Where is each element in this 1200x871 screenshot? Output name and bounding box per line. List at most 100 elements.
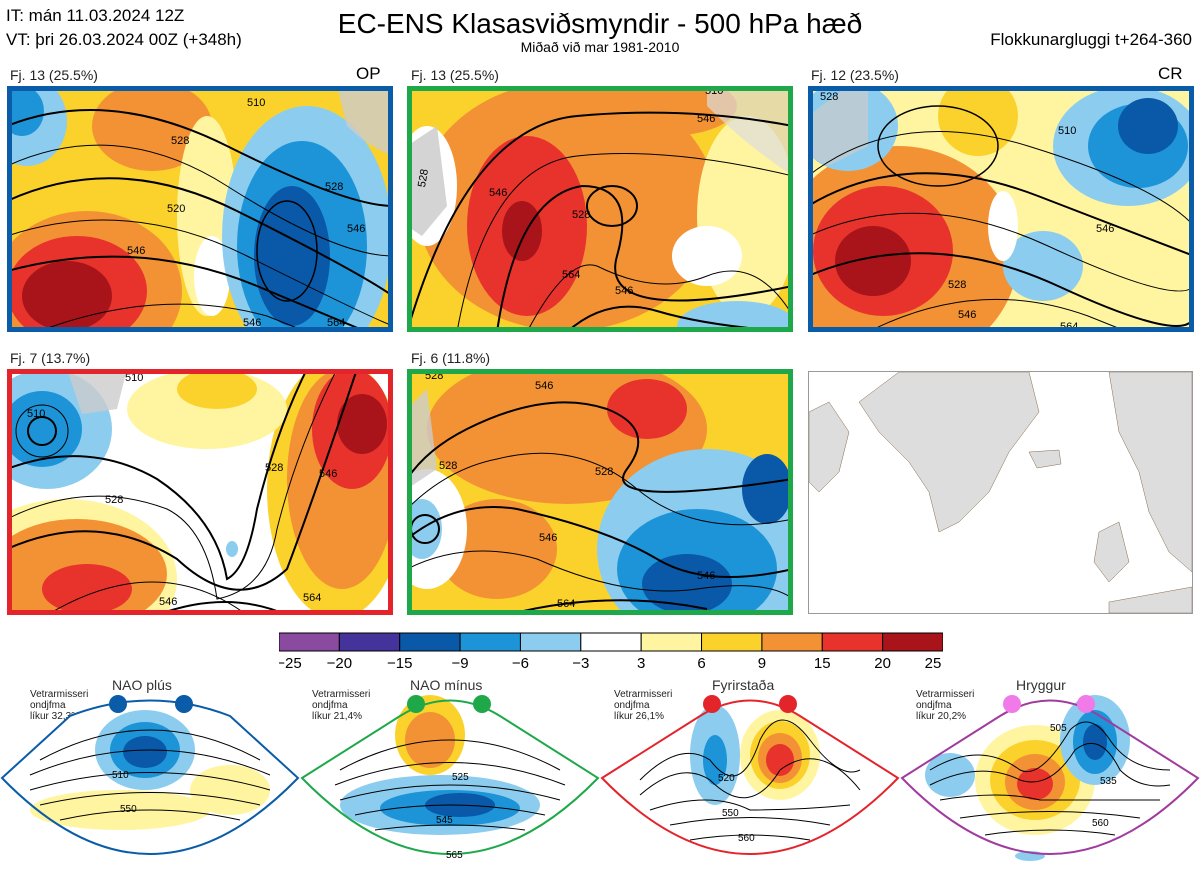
contour-label: 550	[722, 808, 739, 819]
colorbar-swatch	[338, 632, 401, 652]
contour-label: 546	[159, 596, 177, 608]
regime-ridge-title: Hryggur	[1016, 677, 1066, 693]
contour-label: 528	[572, 209, 590, 221]
colorbar-tick-label: 15	[814, 655, 831, 672]
cluster-5-label: Fj. 6 (11.8%)	[411, 350, 491, 366]
height-contour	[808, 212, 1194, 292]
britain-landmass	[1093, 521, 1130, 583]
cluster-frame	[407, 369, 793, 615]
height-contour	[689, 834, 811, 841]
contour-label: 510	[1058, 125, 1076, 137]
anomaly-positive	[405, 712, 455, 768]
anomaly-negative	[1118, 98, 1178, 154]
colorbar-swatch	[821, 632, 884, 652]
contour-label: 546	[489, 187, 507, 199]
colorbar-swatch	[701, 632, 763, 652]
greenland-landmass	[858, 372, 1040, 533]
scandinavia-landmass	[1108, 372, 1192, 573]
colorbar-tick-label: −3	[572, 655, 589, 672]
colorbar-tick-label: −25	[279, 655, 302, 672]
regime-nao-minus-line1: Vetrarmisseri	[312, 689, 371, 700]
contour-label: 528	[416, 168, 431, 188]
height-contour	[59, 809, 241, 821]
regime-nao-plus-line2: ondjfma	[30, 700, 66, 711]
height-contour	[407, 550, 793, 600]
cluster-3-label: Fj. 12 (23.5%)	[811, 67, 899, 83]
contour-label: 546	[127, 245, 145, 257]
regime-sector-outline	[600, 699, 900, 855]
anomaly-negative	[123, 736, 167, 768]
colorbar-swatch	[519, 632, 582, 652]
height-contour	[929, 742, 1171, 787]
cluster-1-label: Fj. 13 (25.5%)	[10, 67, 98, 83]
regime-marker-dot	[109, 695, 127, 713]
cluster-5-map: 528 546 528 528 546 546 564	[407, 369, 793, 615]
anomaly-negative	[703, 735, 727, 785]
regime-blocking-line3: líkur 26,1%	[614, 711, 665, 722]
contour-label: 546	[319, 468, 337, 480]
height-contour	[156, 601, 288, 615]
height-contour	[7, 369, 358, 591]
anomaly-positive	[92, 86, 212, 171]
contour-label: 510	[705, 86, 723, 97]
colorbar-swatch	[278, 632, 340, 652]
cluster-2-label: Fj. 13 (25.5%)	[411, 67, 499, 83]
height-contour	[456, 153, 793, 332]
anomaly-negative	[742, 454, 792, 524]
landmass	[407, 389, 437, 489]
reference-map-graphic	[809, 372, 1192, 613]
height-contour	[496, 184, 793, 332]
cluster-4-map: 510 510 528 528 546 546 564	[7, 369, 393, 615]
height-contour	[27, 416, 57, 446]
anomaly-negative	[407, 499, 442, 559]
landmass	[337, 86, 393, 156]
anomaly-negative	[254, 186, 330, 326]
cluster-4-label: Fj. 7 (13.7%)	[10, 350, 91, 366]
height-contour	[339, 784, 561, 801]
contour-label: 546	[958, 309, 976, 321]
contour-label: 560	[1092, 818, 1109, 829]
colorbar-tick-label: −20	[327, 655, 352, 672]
colorbar-tick-label: 6	[697, 655, 705, 672]
height-contour	[36, 303, 308, 332]
initial-time: IT: mán 11.03.2024 12Z	[6, 6, 185, 25]
height-contour	[7, 177, 393, 297]
regime-blocking-map: 520 550 560	[600, 695, 900, 855]
anomaly-neutral	[194, 236, 230, 316]
cluster-3-map-graphic: 528 510 546 528 564 546	[808, 86, 1194, 332]
height-contour	[29, 749, 271, 776]
europe-landmass	[1108, 586, 1192, 613]
cluster-4-map-graphic: 510 510 528 528 546 546 564	[7, 369, 393, 615]
cluster-frame	[7, 369, 393, 615]
height-contour	[39, 729, 261, 761]
regime-nao-minus-map: 525 545 565	[300, 695, 600, 861]
anomaly-positive	[1017, 768, 1053, 800]
regime-sector-outline	[900, 699, 1200, 855]
iceland-landmass	[1028, 449, 1062, 469]
contour-label: 528	[105, 494, 123, 506]
regime-marker-dot	[473, 695, 491, 713]
colorbar-swatch	[399, 632, 461, 652]
contour-label: 550	[120, 804, 137, 815]
contour-label: 528	[171, 135, 189, 147]
regime-nao-plus-line3: líkur 32,3%	[30, 711, 81, 722]
reference-map	[808, 371, 1193, 614]
contour-label: 525	[452, 772, 469, 783]
anomaly-negative	[226, 541, 238, 557]
valid-time: VT: þri 26.03.2024 00Z (+348h)	[6, 30, 242, 49]
colorbar-swatch	[640, 632, 703, 652]
height-contour	[407, 111, 793, 332]
colorbar-tick-label: −9	[452, 655, 469, 672]
anomaly-negative	[7, 391, 82, 467]
regime-blocking-line1: Vetrarmisseri	[614, 689, 673, 700]
height-contour	[7, 219, 393, 327]
anomaly-neutral	[672, 226, 742, 286]
contour-label: 564	[557, 598, 575, 610]
regime-marker-dot	[175, 695, 193, 713]
height-contour	[877, 105, 999, 187]
regime-marker-dot	[407, 695, 425, 713]
regime-ridge-line3: líkur 20,2%	[916, 711, 967, 722]
cluster-5-map-graphic: 528 546 528 528 546 546 564	[407, 369, 793, 615]
regime-nao-plus-line1: Vetrarmisseri	[30, 689, 89, 700]
height-contour	[506, 599, 708, 615]
